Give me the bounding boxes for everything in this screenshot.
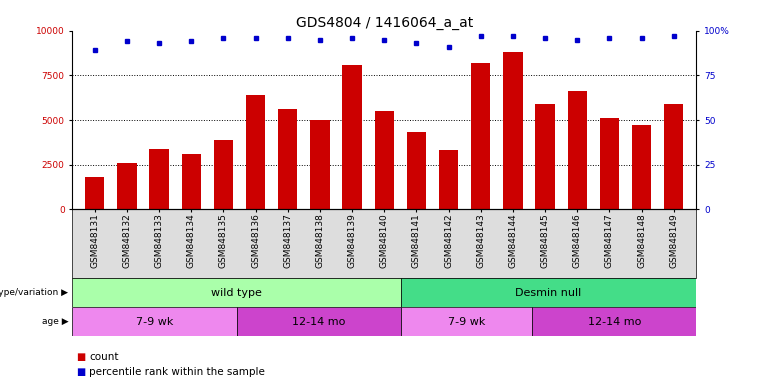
Bar bbox=[342, 65, 361, 209]
Text: age ▶: age ▶ bbox=[42, 317, 68, 326]
Bar bbox=[532, 307, 696, 336]
Bar bbox=[600, 118, 619, 209]
Bar bbox=[182, 154, 201, 209]
Text: ■: ■ bbox=[76, 367, 85, 377]
Bar bbox=[279, 109, 298, 209]
Text: 12-14 mo: 12-14 mo bbox=[587, 316, 641, 327]
Bar bbox=[310, 120, 330, 209]
Bar bbox=[117, 163, 137, 209]
Bar bbox=[72, 307, 237, 336]
Bar bbox=[503, 52, 523, 209]
Title: GDS4804 / 1416064_a_at: GDS4804 / 1416064_a_at bbox=[296, 16, 473, 30]
Text: 12-14 mo: 12-14 mo bbox=[292, 316, 345, 327]
Bar bbox=[401, 278, 696, 307]
Text: wild type: wild type bbox=[211, 288, 262, 298]
Bar bbox=[471, 63, 490, 209]
Text: genotype/variation ▶: genotype/variation ▶ bbox=[0, 288, 68, 297]
Text: count: count bbox=[89, 352, 119, 362]
Bar bbox=[664, 104, 683, 209]
Bar bbox=[407, 132, 426, 209]
Bar bbox=[214, 140, 233, 209]
Bar bbox=[149, 149, 169, 209]
Bar bbox=[439, 151, 458, 209]
Bar bbox=[72, 278, 401, 307]
Bar bbox=[237, 307, 401, 336]
Text: 7-9 wk: 7-9 wk bbox=[135, 316, 173, 327]
Bar bbox=[374, 111, 394, 209]
Bar bbox=[401, 307, 532, 336]
Bar bbox=[85, 177, 104, 209]
Text: 7-9 wk: 7-9 wk bbox=[447, 316, 485, 327]
Bar bbox=[632, 125, 651, 209]
Bar bbox=[246, 95, 266, 209]
Text: ■: ■ bbox=[76, 352, 85, 362]
Bar bbox=[568, 91, 587, 209]
Text: percentile rank within the sample: percentile rank within the sample bbox=[89, 367, 265, 377]
Text: Desmin null: Desmin null bbox=[515, 288, 581, 298]
Bar bbox=[536, 104, 555, 209]
